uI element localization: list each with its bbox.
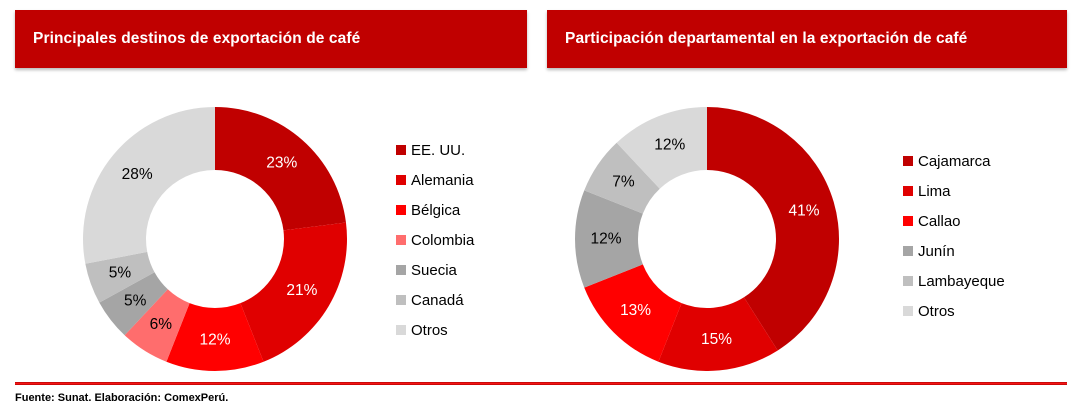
legend-item-otros: Otros bbox=[396, 315, 474, 345]
legend-item-canad: Canadá bbox=[396, 285, 474, 315]
source-note: Fuente: Sunat. Elaboración: ComexPerú. bbox=[15, 392, 229, 404]
donut-slice-cajamarca bbox=[707, 107, 839, 351]
legend-item-jun-n: Junín bbox=[903, 236, 1005, 266]
legend-swatch-cajamarca bbox=[903, 156, 913, 166]
donut-slice-lambayeque bbox=[584, 142, 660, 214]
footer-divider bbox=[15, 382, 1067, 385]
legend-item-ee-uu: EE. UU. bbox=[396, 135, 474, 165]
legend-swatch-otros bbox=[396, 325, 406, 335]
legend-label-lambayeque: Lambayeque bbox=[918, 272, 1005, 290]
legend-swatch-lima bbox=[903, 186, 913, 196]
legend-label-callao: Callao bbox=[918, 212, 961, 230]
legend-item-suecia: Suecia bbox=[396, 255, 474, 285]
slice-value-label-otros: 28% bbox=[122, 166, 153, 183]
legend-label-otros: Otros bbox=[918, 302, 955, 320]
donut-slice-lima bbox=[658, 297, 778, 371]
donut-slice-callao bbox=[584, 264, 682, 362]
legend-item-colombia: Colombia bbox=[396, 225, 474, 255]
legend-item-lima: Lima bbox=[903, 176, 1005, 206]
legend-item-callao: Callao bbox=[903, 206, 1005, 236]
donut-slice-otros bbox=[616, 107, 707, 189]
donut-slice-canad bbox=[85, 251, 155, 303]
legend-label-lima: Lima bbox=[918, 182, 951, 200]
donut-slice-colombia bbox=[124, 289, 190, 362]
donut-slice-ee-uu bbox=[215, 107, 346, 231]
legend-label-colombia: Colombia bbox=[411, 231, 475, 249]
donut-slice-jun-n bbox=[575, 190, 643, 288]
legend-label-suecia: Suecia bbox=[411, 261, 457, 279]
legend-swatch-jun-n bbox=[903, 246, 913, 256]
export-destinations-legend: EE. UU. Alemania Bélgica Colombia Suecia Cana… bbox=[396, 135, 474, 345]
left-chart-title-bar: Principales destinos de exportación de c… bbox=[15, 10, 527, 68]
legend-label-cajamarca: Cajamarca bbox=[918, 152, 991, 170]
legend-label-otros: Otros bbox=[411, 321, 448, 339]
donut-slice-b-lgica bbox=[166, 303, 264, 371]
legend-item-cajamarca: Cajamarca bbox=[903, 146, 1005, 176]
departmental-share-donut-chart: 41% 15% 13% 12% 7% 12% bbox=[575, 107, 839, 371]
legend-swatch-b-lgica bbox=[396, 205, 406, 215]
slice-value-label-canad: 5% bbox=[109, 265, 132, 282]
legend-swatch-suecia bbox=[396, 265, 406, 275]
left-chart-title: Principales destinos de exportación de c… bbox=[33, 30, 361, 47]
legend-swatch-otros bbox=[903, 306, 913, 316]
legend-item-alemania: Alemania bbox=[396, 165, 474, 195]
slice-value-label-alemania: 21% bbox=[286, 282, 317, 299]
legend-label-alemania: Alemania bbox=[411, 171, 474, 189]
right-chart-title: Participación departamental en la export… bbox=[565, 30, 968, 47]
donut-slice-alemania bbox=[240, 222, 347, 362]
legend-label-ee-uu: EE. UU. bbox=[411, 141, 466, 159]
legend-swatch-colombia bbox=[396, 235, 406, 245]
legend-swatch-canad bbox=[396, 295, 406, 305]
legend-label-jun-n: Junín bbox=[918, 242, 955, 260]
slice-value-label-callao: 13% bbox=[620, 302, 651, 319]
legend-label-canad: Canadá bbox=[411, 291, 464, 309]
slice-value-label-colombia: 6% bbox=[150, 316, 173, 333]
slice-value-label-jun-n: 12% bbox=[590, 231, 621, 248]
slice-value-label-ee-uu: 23% bbox=[266, 155, 297, 172]
departmental-share-legend: Cajamarca Lima Callao Junín Lambayeque Otros bbox=[903, 146, 1005, 326]
right-chart-title-bar: Participación departamental en la export… bbox=[547, 10, 1067, 68]
slice-value-label-lima: 15% bbox=[701, 331, 732, 348]
legend-swatch-alemania bbox=[396, 175, 406, 185]
legend-item-b-lgica: Bélgica bbox=[396, 195, 474, 225]
donut-slice-suecia bbox=[99, 272, 168, 336]
slice-value-label-suecia: 5% bbox=[124, 292, 147, 309]
legend-label-b-lgica: Bélgica bbox=[411, 201, 461, 219]
legend-swatch-ee-uu bbox=[396, 145, 406, 155]
slice-value-label-lambayeque: 7% bbox=[612, 174, 635, 191]
legend-item-otros: Otros bbox=[903, 296, 1005, 326]
slice-value-label-b-lgica: 12% bbox=[199, 332, 230, 349]
export-destinations-donut-chart: 23%21%12%6%5%5%28% bbox=[83, 107, 347, 371]
donut-slice-otros bbox=[83, 107, 215, 264]
legend-swatch-lambayeque bbox=[903, 276, 913, 286]
slice-value-label-cajamarca: 41% bbox=[788, 202, 819, 219]
legend-swatch-callao bbox=[903, 216, 913, 226]
slice-value-label-otros: 12% bbox=[654, 137, 685, 154]
legend-item-lambayeque: Lambayeque bbox=[903, 266, 1005, 296]
